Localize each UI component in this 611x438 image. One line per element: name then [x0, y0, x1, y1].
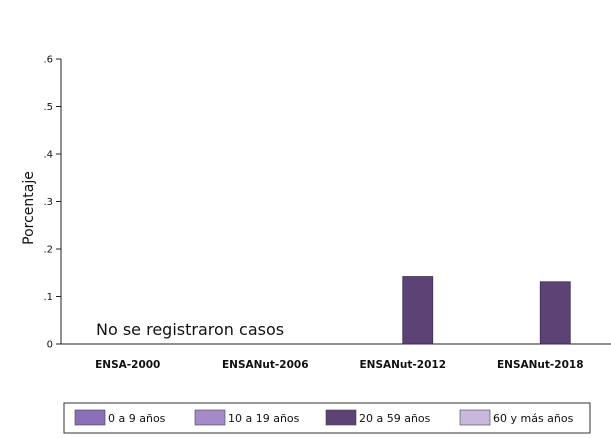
x-tick-label: ENSANut-2018 [497, 359, 584, 371]
legend-label: 60 y más años [493, 412, 574, 425]
legend-swatch [459, 409, 491, 426]
y-tick-label: .5 [43, 102, 53, 113]
x-tick-label: ENSANut-2012 [359, 359, 446, 371]
y-tick-label: 0 [47, 340, 53, 351]
x-tick-label: ENSA-2000 [95, 359, 160, 371]
y-tick-label: .6 [43, 55, 53, 66]
bars [402, 276, 571, 345]
y-axis-title: Porcentaje [21, 171, 37, 245]
y-tick-label: .4 [43, 150, 53, 161]
y-tick-label: .1 [43, 292, 53, 303]
legend-swatch [325, 409, 357, 426]
legend-label: 0 a 9 años [108, 412, 166, 425]
legend-label: 20 a 59 años [359, 412, 431, 425]
y-tick-label: .2 [43, 245, 53, 256]
y-tick-label: .3 [43, 197, 53, 208]
bar [539, 281, 571, 345]
legend-swatch [74, 409, 106, 426]
legend: 0 a 9 años 10 a 19 años 20 a 59 años 60 y m… [63, 402, 591, 434]
annotation-no-cases: No se registraron casos [96, 320, 284, 339]
x-axis: ENSA-2000 ENSANut-2006 ENSANut-2012 ENSANut… [61, 343, 611, 371]
legend-swatch [194, 409, 226, 426]
bar [402, 276, 434, 345]
y-axis: 0 .1 .2 .3 .4 .5 .6 [43, 55, 62, 351]
x-tick-label: ENSANut-2006 [222, 359, 309, 371]
legend-label: 10 a 19 años [228, 412, 300, 425]
legend-box [63, 402, 591, 434]
